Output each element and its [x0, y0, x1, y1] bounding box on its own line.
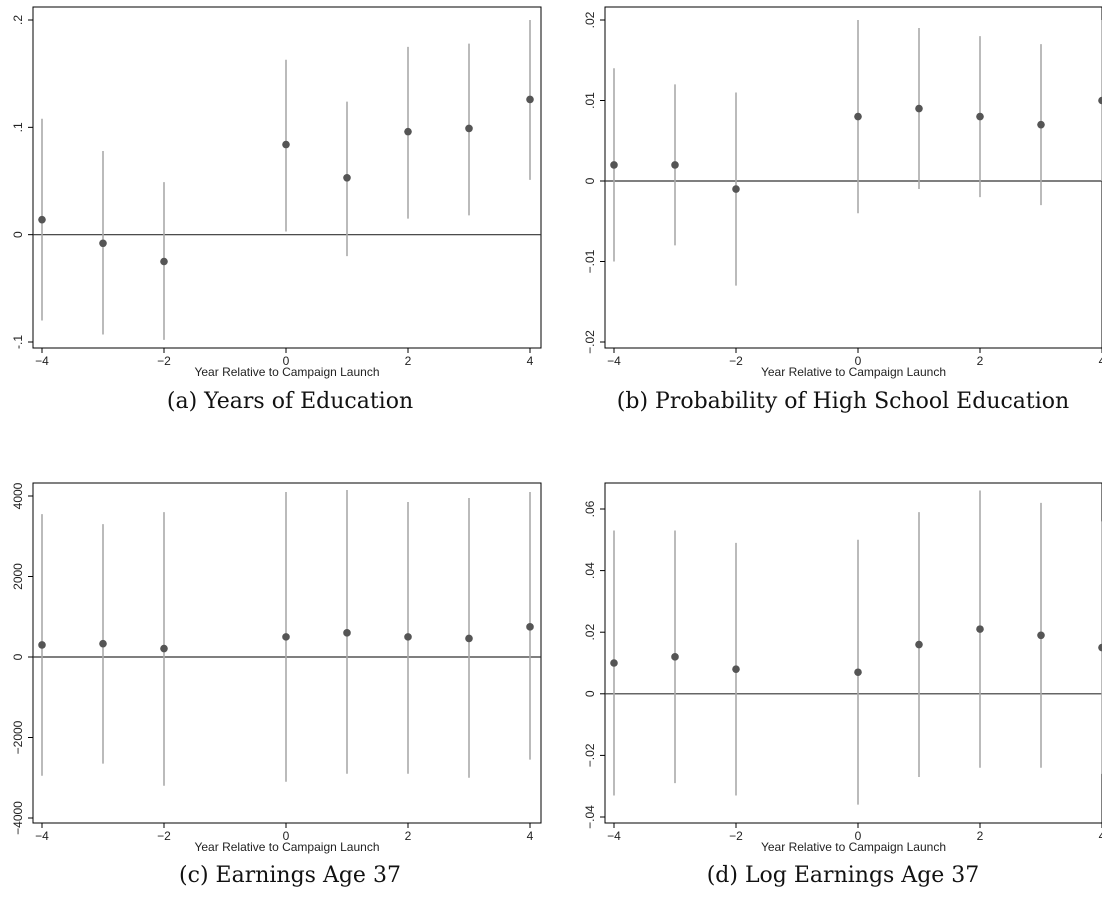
point-estimate [732, 665, 740, 673]
y-tick-label: 0 [583, 690, 597, 697]
x-tick-label: 0 [283, 829, 290, 843]
plot-frame [604, 6, 1102, 349]
panel-caption: (a) Years of Education [167, 389, 413, 414]
point-estimate [526, 623, 534, 631]
point-estimate [915, 104, 923, 113]
y-tick-label: −.04 [583, 805, 597, 829]
x-tick-label: 2 [977, 829, 984, 843]
y-tick-label: 2000 [11, 563, 25, 590]
point-estimate [99, 639, 107, 648]
point-estimate [671, 161, 679, 169]
panel-caption: (d) Log Earnings Age 37 [707, 863, 980, 888]
chart-panel-2: −4 −2 0 2 4 Year Relative to Campaign Launch −… [583, 6, 1102, 414]
y-tick-label: −.02 [583, 743, 597, 767]
x-tick-label: −2 [729, 354, 743, 368]
x-tick-label: 4 [1099, 829, 1102, 843]
y-tick-label: −.02 [583, 330, 597, 354]
point-estimate [976, 112, 984, 121]
point-estimate [282, 633, 290, 641]
x-tick-label: −2 [729, 829, 743, 843]
point-estimate [1037, 631, 1045, 640]
x-tick-label: 0 [855, 354, 862, 368]
point-estimate [732, 185, 740, 193]
panel-caption: (c) Earnings Age 37 [179, 863, 401, 888]
point-estimate [160, 644, 168, 653]
x-tick-label: −4 [607, 354, 621, 368]
x-axis-title: Year Relative to Campaign Launch [194, 840, 379, 854]
point-estimate [38, 641, 46, 649]
y-tick-label: .01 [583, 92, 597, 109]
point-estimate [465, 124, 473, 133]
y-tick-label: .06 [583, 500, 597, 517]
y-tick-label: −4000 [11, 801, 25, 835]
x-tick-label: 0 [855, 829, 862, 843]
plot-frame [604, 482, 1102, 824]
point-estimate [99, 239, 107, 248]
point-estimate [343, 173, 351, 182]
point-estimate [854, 668, 862, 677]
chart-panel-3: −4 −2 0 2 4 Year Relative to Campaign Launch −… [11, 482, 542, 888]
x-tick-label: 2 [405, 829, 412, 843]
x-tick-label: −4 [607, 829, 621, 843]
x-axis-title: Year Relative to Campaign Launch [194, 365, 379, 379]
plot-frame [32, 6, 542, 349]
x-tick-label: −4 [35, 354, 49, 368]
chart-panel-4: −4 −2 0 2 4 Year Relative to Campaign Launch −… [583, 482, 1102, 888]
x-axis-title: Year Relative to Campaign Launch [761, 840, 946, 854]
y-tick-label: 4000 [11, 482, 25, 509]
x-tick-label: 4 [527, 829, 534, 843]
point-estimate [282, 140, 290, 149]
point-estimate [610, 161, 618, 169]
x-tick-label: −2 [157, 354, 171, 368]
y-tick-label: 0 [583, 177, 597, 184]
y-tick-label: .1 [11, 122, 25, 132]
point-estimate [38, 215, 46, 224]
panel-caption: (b) Probability of High School Education [617, 389, 1069, 414]
y-tick-label: .04 [583, 562, 597, 579]
plot-frame [32, 482, 542, 824]
point-estimate [465, 634, 473, 643]
y-tick-label: −2000 [11, 720, 25, 754]
point-estimate [1037, 120, 1045, 129]
point-estimate [976, 625, 984, 633]
point-estimate [915, 640, 923, 649]
point-estimate [671, 653, 679, 661]
y-tick-label: -.1 [11, 335, 25, 349]
x-tick-label: 4 [527, 354, 534, 368]
point-estimate [610, 659, 618, 667]
y-tick-label: .02 [583, 11, 597, 28]
y-tick-label: .2 [11, 15, 25, 25]
point-estimate [160, 257, 168, 266]
point-estimate [526, 95, 534, 104]
y-tick-label: −.01 [583, 249, 597, 273]
chart-panel-1: −4 −2 0 2 4 Year Relative to Campaign Launch -… [11, 6, 542, 414]
x-tick-label: −2 [157, 829, 171, 843]
x-tick-label: 2 [977, 354, 984, 368]
x-tick-label: 4 [1099, 354, 1102, 368]
x-tick-label: −4 [35, 829, 49, 843]
x-axis-title: Year Relative to Campaign Launch [761, 365, 946, 379]
y-tick-label: 0 [11, 231, 25, 238]
point-estimate [1098, 96, 1102, 105]
y-tick-label: .02 [583, 624, 597, 641]
y-tick-label: 0 [11, 653, 25, 660]
point-estimate [404, 127, 412, 136]
x-tick-label: 2 [405, 354, 412, 368]
point-estimate [404, 633, 412, 641]
point-estimate [854, 112, 862, 121]
x-tick-label: 0 [283, 354, 290, 368]
point-estimate [1098, 643, 1102, 652]
point-estimate [343, 629, 351, 637]
